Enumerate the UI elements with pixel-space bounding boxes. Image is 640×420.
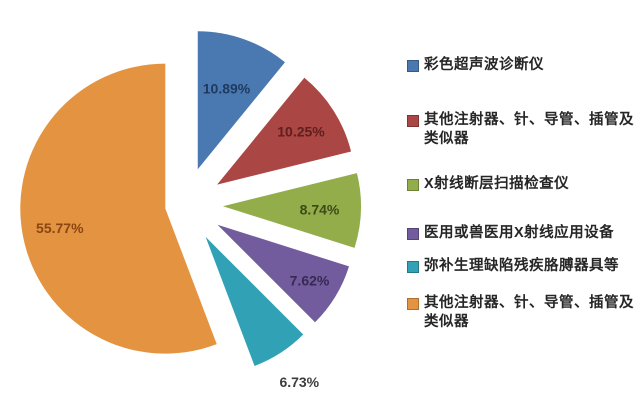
legend-label: 医用或兽医用X射线应用设备 [424, 225, 615, 241]
legend-label: X射线断层扫描检查仪 [424, 176, 570, 192]
legend-color-swatch [407, 60, 419, 72]
pie-slice [205, 236, 304, 366]
legend-label: 弥补生理缺陷残疾胳膊器具等 [424, 258, 619, 274]
slice-percent-label: 55.77% [36, 220, 84, 236]
slice-percent-label: 7.62% [290, 273, 330, 289]
slice-percent-label: 10.89% [203, 81, 251, 97]
legend-label: 其他注射器、针、导管、插管及类似器 [424, 295, 634, 330]
pie-slice [217, 224, 350, 323]
legend-label: 其他注射器、针、导管、插管及类似器 [424, 112, 634, 147]
legend-item: 其他注射器、针、导管、插管及类似器 [407, 294, 637, 332]
legend-item: 彩色超声波诊断仪 [407, 56, 637, 75]
pie-slice [20, 63, 217, 354]
legend-item: 医用或兽医用X射线应用设备 [407, 224, 637, 243]
pie-slice [197, 31, 285, 170]
pie-chart: 10.89% 10.25% 8.74% 7.62% 6.73% 55.77% [20, 31, 361, 390]
pie-slice [217, 77, 352, 185]
legend-label: 彩色超声波诊断仪 [424, 57, 544, 73]
slice-percent-label: 8.74% [300, 201, 340, 217]
legend-item: X射线断层扫描检查仪 [407, 175, 637, 194]
legend-color-swatch [407, 228, 419, 240]
legend-color-swatch [407, 261, 419, 273]
pie-slice [222, 173, 361, 248]
chart-legend: 彩色超声波诊断仪其他注射器、针、导管、插管及类似器 X射线断层扫描检查仪医用或兽医… [407, 56, 637, 332]
legend-color-swatch [407, 179, 419, 191]
slice-percent-label: 10.25% [277, 124, 325, 140]
legend-color-swatch [407, 298, 419, 310]
legend-item: 其他注射器、针、导管、插管及类似器 [407, 111, 637, 149]
slice-percent-label: 6.73% [279, 374, 319, 390]
legend-item: 弥补生理缺陷残疾胳膊器具等 [407, 257, 637, 276]
legend-color-swatch [407, 115, 419, 127]
